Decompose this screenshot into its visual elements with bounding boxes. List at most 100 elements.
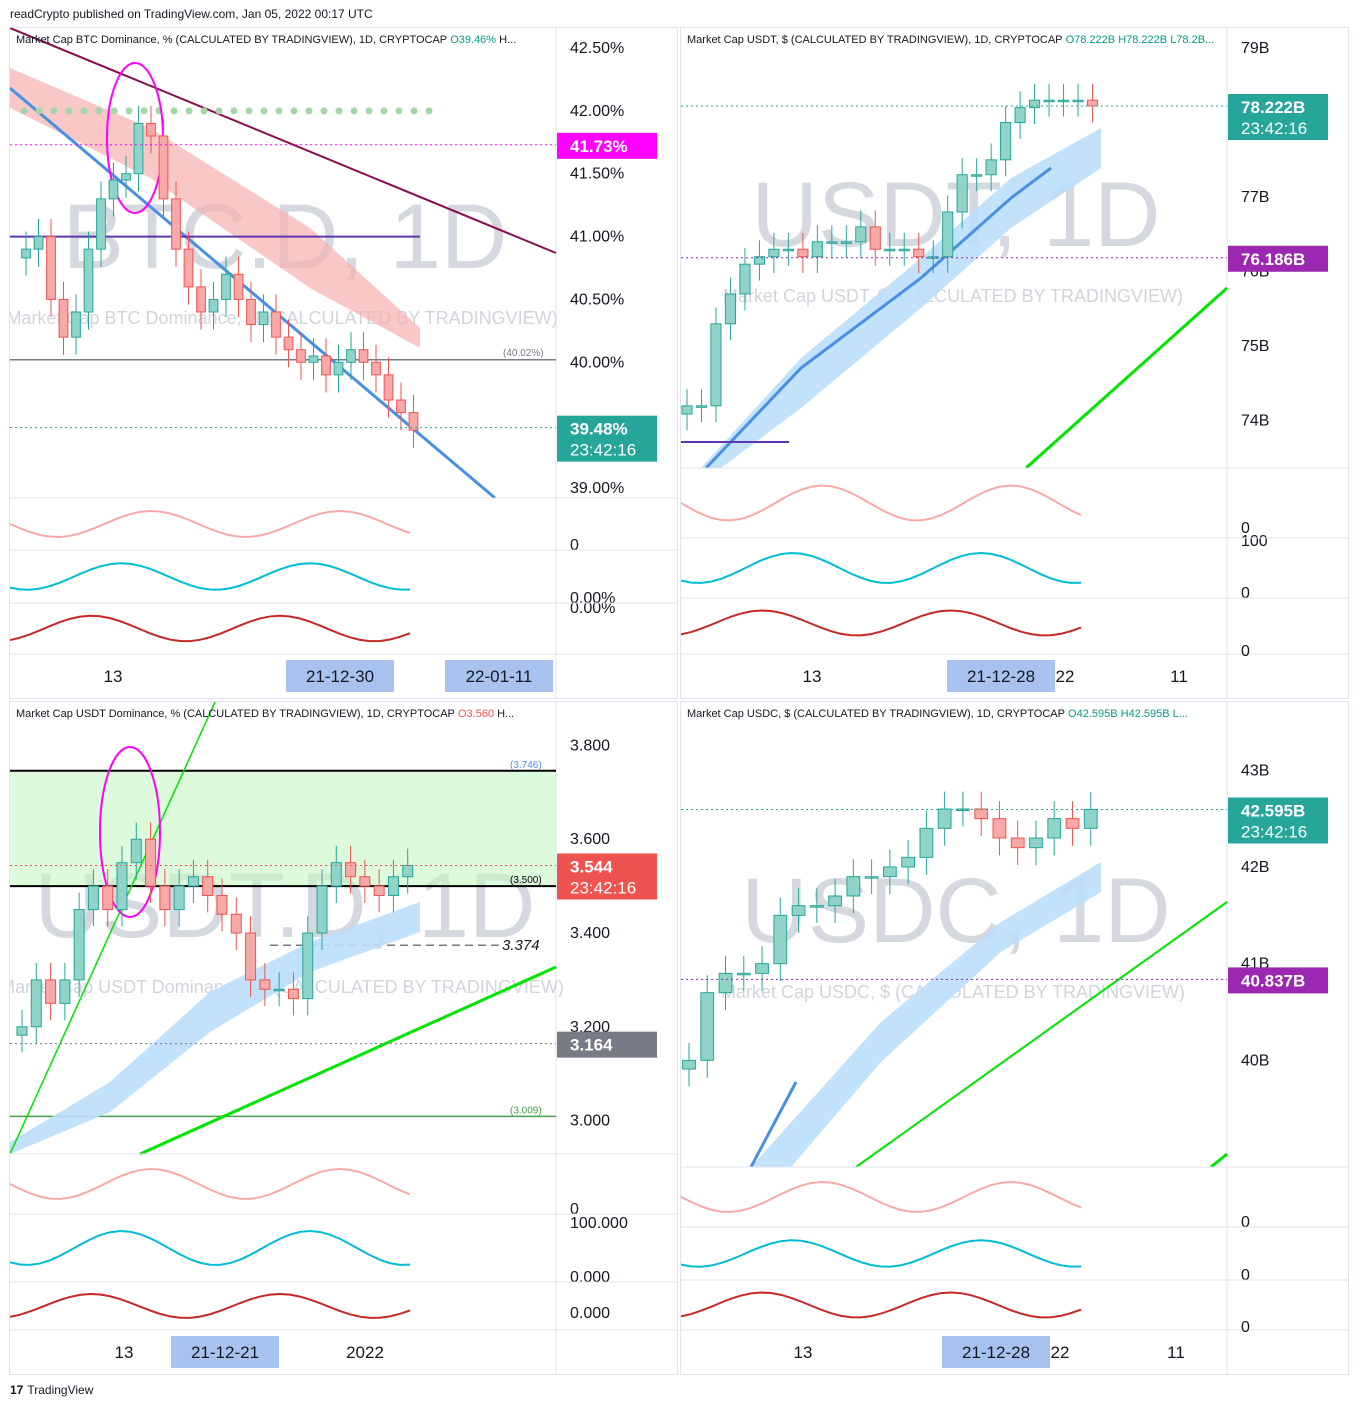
price-tick-label: 43B <box>1241 762 1269 779</box>
dot-marker <box>230 107 238 115</box>
indicator-tick-label: 100 <box>1241 533 1268 550</box>
time-tick-label: 11 <box>1170 667 1188 686</box>
candle-body <box>133 122 144 175</box>
panel-usdt-dominance[interactable]: USDT.D, 1D Market Cap USDT Dominance, % (… <box>9 701 678 1375</box>
candle-body <box>402 864 414 878</box>
candle-body <box>16 1026 28 1036</box>
dot-marker <box>170 107 178 115</box>
time-tick-label: 13 <box>803 667 822 686</box>
candle-body <box>130 838 142 864</box>
candle-body <box>273 988 285 992</box>
price-tick-label: 3.400 <box>570 925 610 942</box>
candle-body <box>736 972 751 976</box>
candle-body <box>396 399 406 414</box>
candle-body <box>108 179 119 200</box>
price-badge-value: 3.164 <box>570 1036 613 1055</box>
dot-marker <box>185 107 193 115</box>
indicator-line <box>681 551 1082 584</box>
price-tick-label: 75B <box>1241 338 1269 355</box>
candle-body <box>59 979 71 1004</box>
candle-body <box>146 122 156 137</box>
panel-usdc[interactable]: USDC, 1D Market Cap USDC, $ (CALCULATED B… <box>680 701 1349 1375</box>
indicator-tick-label: 0.000 <box>570 1305 610 1322</box>
price-badge <box>1228 245 1328 272</box>
level-label: (3.009) <box>510 1105 542 1116</box>
time-tick-label: 21-12-28 <box>962 1343 1030 1362</box>
candle-body <box>782 248 794 252</box>
time-tick-label: 13 <box>794 1343 813 1362</box>
candle-body <box>1014 107 1026 124</box>
candle-body <box>901 856 916 868</box>
indicator-tick-label: 0 <box>1241 1267 1250 1284</box>
dot-marker <box>275 107 283 115</box>
legend-usdt: Market Cap USDT, $ (CALCULATED BY TRADIN… <box>687 34 1214 46</box>
candle-body <box>373 885 385 896</box>
trendline-down <box>10 28 557 254</box>
tradingview-logo-icon: 17 <box>10 1383 24 1397</box>
candle-body <box>1072 99 1084 103</box>
candle-body <box>21 248 31 259</box>
attribution: readCrypto published on TradingView.com,… <box>10 7 373 21</box>
price-badge-value: 42.595B <box>1241 801 1305 820</box>
candle-body <box>221 273 231 300</box>
candle-body <box>173 885 185 911</box>
candle-body <box>710 323 722 407</box>
tradingview-footer[interactable]: 17 TradingView <box>10 1383 93 1397</box>
dot-marker <box>395 107 403 115</box>
dot-marker <box>110 107 118 115</box>
candle-body <box>296 349 306 363</box>
price-tick-label: 3.000 <box>570 1113 610 1130</box>
indicator-line <box>10 1229 411 1266</box>
candle-body <box>308 355 319 363</box>
price-badge-countdown: 23:42:16 <box>1241 822 1307 841</box>
candle-body <box>302 932 314 1000</box>
legend-usdt-open: O78.222B <box>1065 34 1116 46</box>
panel-usdt[interactable]: USDT, 1D Market Cap USDT, $ (CALCULATED B… <box>680 27 1349 699</box>
candle-body <box>1043 99 1055 103</box>
price-tick-label: 42.50% <box>570 40 624 57</box>
tradingview-brand: TradingView <box>27 1383 94 1397</box>
trendline-green-steep <box>10 702 216 1155</box>
dot-marker <box>80 107 88 115</box>
usdc-chart[interactable]: USDC, 1D Market Cap USDC, $ (CALCULATED B… <box>681 702 1348 1374</box>
trendline-blue <box>10 86 496 500</box>
dot-marker <box>320 107 328 115</box>
price-badge-value: 78.222B <box>1241 98 1305 117</box>
time-tick-label: 22-01-11 <box>466 667 533 686</box>
time-tick-label: 21-12-21 <box>191 1343 259 1362</box>
level-label: 3.374 <box>502 937 540 954</box>
candle-body <box>321 355 331 376</box>
time-badge <box>445 660 553 692</box>
candle-body <box>755 963 769 974</box>
candle-body <box>1000 122 1012 161</box>
candle-body <box>898 248 910 252</box>
time-tick-label: 13 <box>115 1343 134 1362</box>
price-tick-label: 40.50% <box>570 291 624 308</box>
candle-body <box>208 298 219 313</box>
legend-usdt-title: Market Cap USDT, $ (CALCULATED BY TRADIN… <box>687 34 1063 46</box>
time-tick-label: 22 <box>1051 1343 1070 1362</box>
candle-body <box>855 226 867 243</box>
price-badge <box>1228 93 1328 140</box>
candle-body <box>1065 818 1080 829</box>
trendline-green <box>139 965 557 1156</box>
dot-marker <box>260 107 268 115</box>
time-badge <box>286 660 394 692</box>
candle-body <box>408 412 419 431</box>
indicator-line <box>10 509 411 538</box>
legend-usdc: Market Cap USDC, $ (CALCULATED BY TRADIN… <box>687 708 1188 720</box>
candle-body <box>121 173 131 181</box>
price-badge <box>557 132 657 159</box>
price-tick-label: 77B <box>1241 189 1269 206</box>
price-tick-label: 40B <box>1241 1052 1269 1069</box>
dot-marker <box>20 107 28 115</box>
time-badge <box>942 1336 1050 1368</box>
candle-body <box>216 894 228 915</box>
candle-body <box>956 174 968 213</box>
candle-body <box>739 263 751 295</box>
indicator-tick-label: 0 <box>1241 643 1250 660</box>
